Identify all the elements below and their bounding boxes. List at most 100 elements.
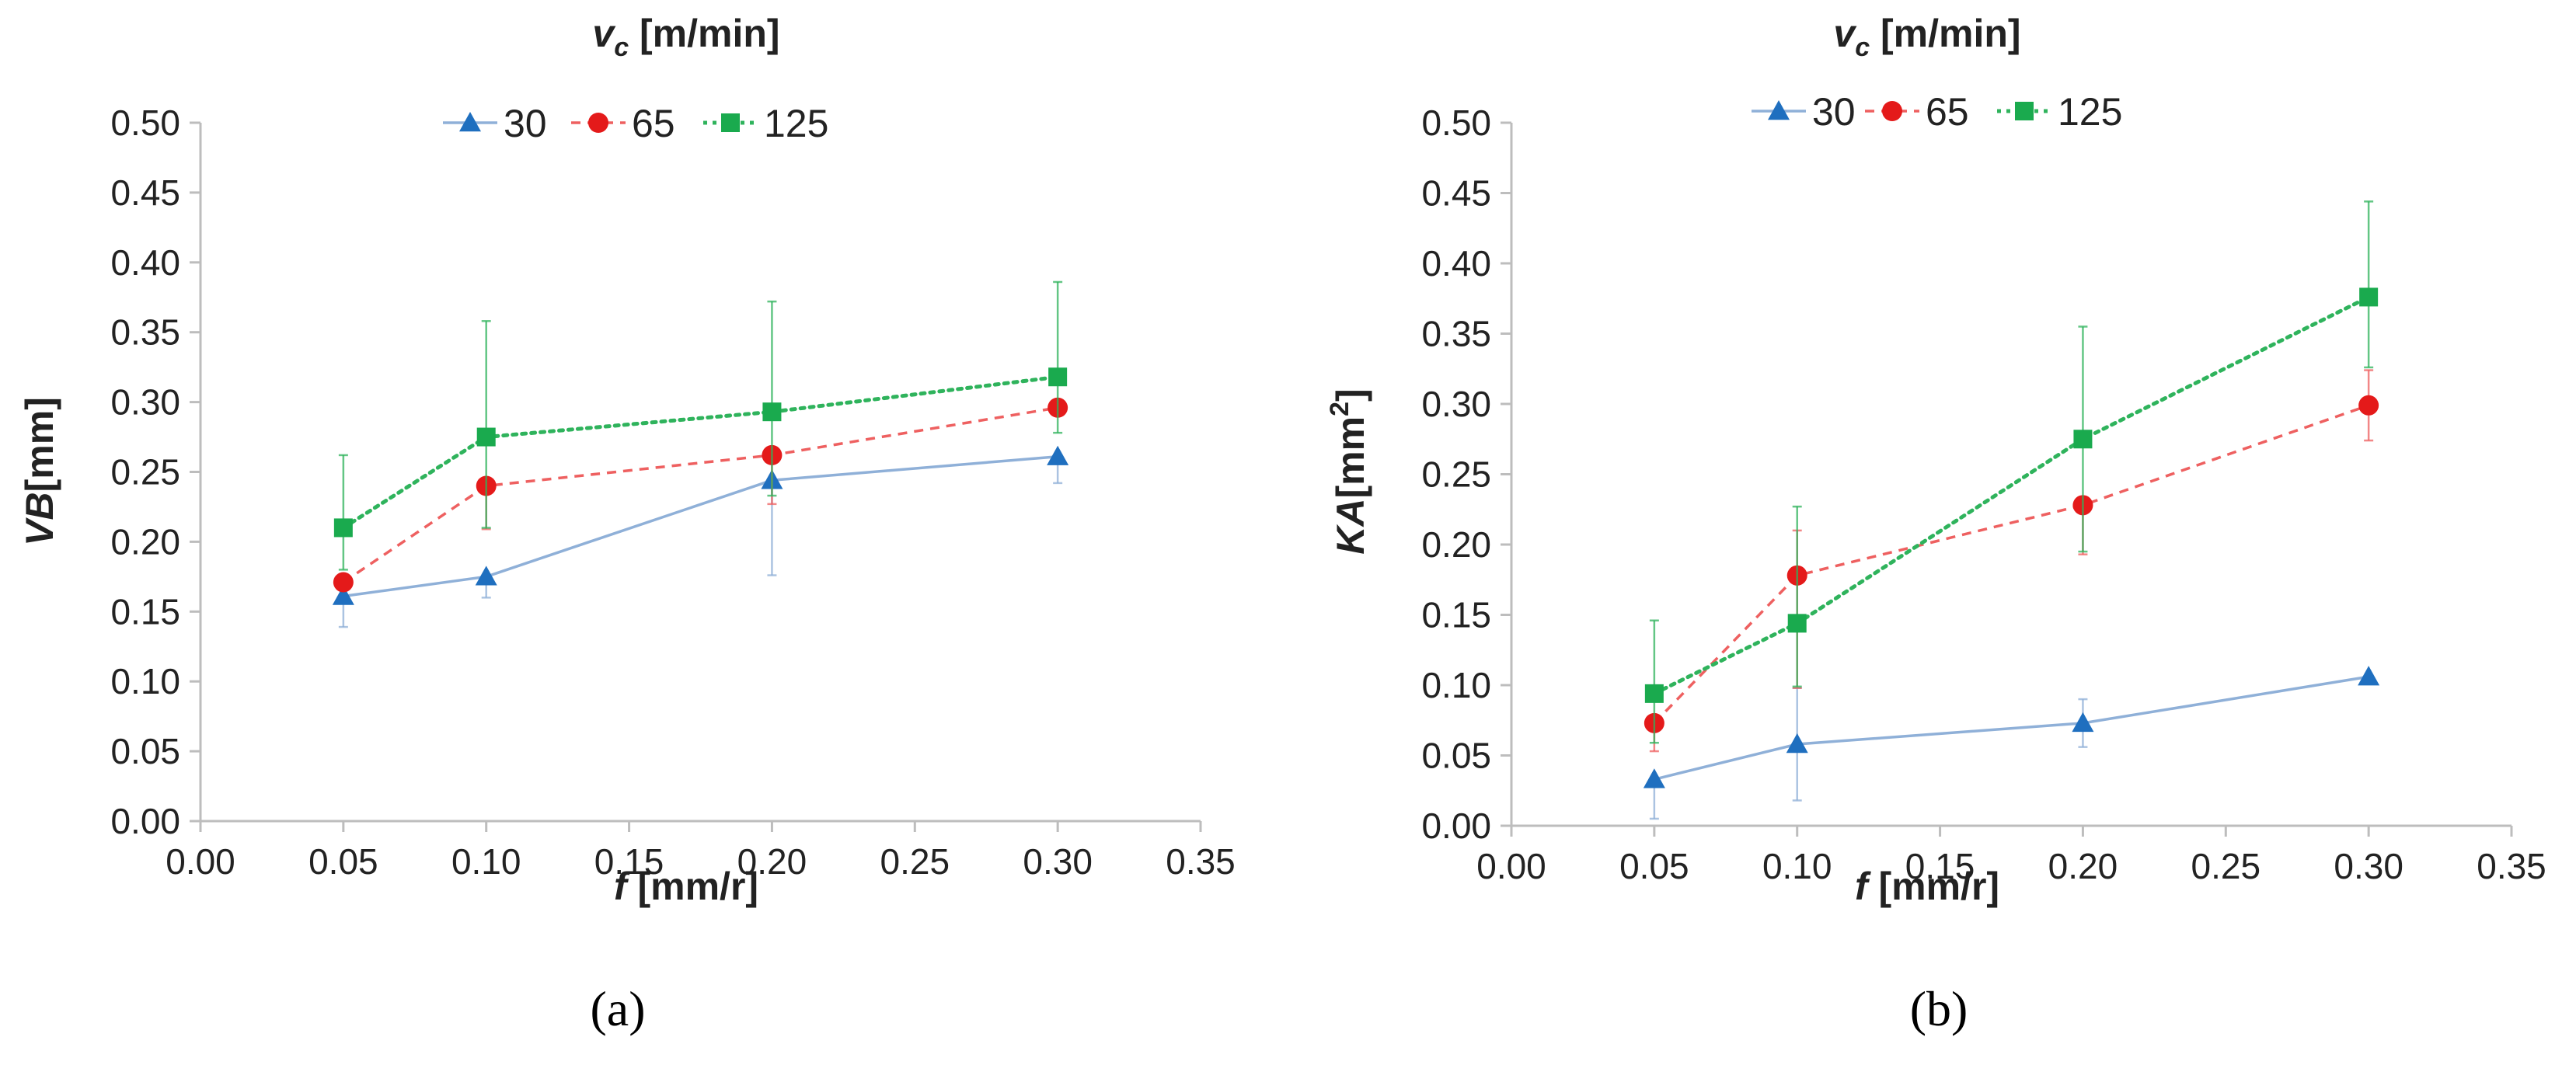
series-line-125 <box>1652 294 2371 696</box>
data-point <box>1787 614 1807 633</box>
data-point <box>2358 666 2380 686</box>
chart-panel-a: 0.00 0.05 0.10 0.15 0.20 0.25 0.30 0.35 0.40 0.45… <box>18 12 1236 908</box>
title-subscript: c <box>1855 33 1870 62</box>
y-label-unit: [mm] <box>18 397 61 492</box>
x-tick-label: 0.25 <box>880 841 950 882</box>
x-tick-label: 0.30 <box>1023 841 1093 882</box>
x-label-variable: f <box>614 865 630 908</box>
panel-label: (a) <box>590 981 645 1036</box>
x-tick-label: 0.05 <box>308 841 378 882</box>
y-tick-label: 0.15 <box>110 591 180 632</box>
x-tick-label: 0.05 <box>1619 846 1689 886</box>
y-tick-label: 0.15 <box>1421 595 1491 635</box>
x-label-unit: [mm/r] <box>1868 865 1999 908</box>
data-point <box>1644 684 1664 703</box>
panel-label: (b) <box>1910 981 1968 1036</box>
y-tick-label: 0.05 <box>1421 736 1491 776</box>
x-label-unit: [mm/r] <box>627 865 758 908</box>
x-tick-label: 0.35 <box>1166 841 1236 882</box>
data-point <box>1786 733 1808 754</box>
series-line-65 <box>342 406 1058 583</box>
y-tick-label: 0.05 <box>110 731 180 771</box>
y-tick-label: 0.45 <box>110 172 180 213</box>
y-label-variable: VB <box>18 492 61 545</box>
series-125 <box>333 280 1068 571</box>
y-tick-label: 0.45 <box>1421 173 1491 214</box>
data-point <box>2359 287 2379 307</box>
x-tick-label: 0.10 <box>1762 846 1832 886</box>
series-30 <box>332 445 1069 628</box>
legend-entry-125: 125 <box>703 102 828 145</box>
x-label-variable: f <box>1855 865 1871 908</box>
x-axis-label: f [mm/r] <box>614 865 758 908</box>
title-subscript: c <box>614 33 629 62</box>
legend-marker <box>2015 102 2034 120</box>
legend-label: 65 <box>1926 90 1969 134</box>
y-label-unit-close: ] <box>1329 388 1372 402</box>
legend-marker <box>1768 100 1790 120</box>
series-65 <box>333 397 1068 593</box>
legend-entry-30: 30 <box>1752 90 1856 134</box>
data-point <box>762 402 782 422</box>
title-unit: [m/min] <box>629 12 779 55</box>
title-variable: v <box>1833 12 1857 55</box>
data-point <box>2072 712 2094 733</box>
x-axis-label: f [mm/r] <box>1855 865 1999 908</box>
data-point <box>332 585 354 605</box>
y-tick-label: 0.50 <box>110 103 180 143</box>
y-tick-label: 0.00 <box>110 801 180 841</box>
data-point <box>2358 395 2379 416</box>
title-unit: [m/min] <box>1870 12 2020 55</box>
data-point <box>1047 445 1069 465</box>
y-label-unit: [mm <box>1329 416 1372 499</box>
x-tick-label: 0.15 <box>1905 846 1975 886</box>
series-line-65 <box>1653 404 2369 725</box>
legend-entry-65: 65 <box>1865 90 1969 134</box>
legend-label: 125 <box>2058 90 2122 134</box>
series-line-30 <box>1654 675 2369 781</box>
series-125 <box>1644 200 2379 744</box>
data-point <box>2073 430 2093 449</box>
chart-title: vc [m/min] <box>1833 12 2020 62</box>
data-point <box>333 572 354 593</box>
y-tick-label: 0.30 <box>110 382 180 423</box>
y-tick-label: 0.50 <box>1421 103 1491 143</box>
y-tick-label: 0.10 <box>1421 665 1491 705</box>
x-tick-label: 0.10 <box>451 841 521 882</box>
y-tick-label: 0.35 <box>1421 314 1491 354</box>
legend-entry-65: 65 <box>571 102 675 145</box>
y-tick-label: 0.20 <box>1421 524 1491 565</box>
legend-label: 30 <box>1812 90 1856 134</box>
y-axis-label: VB[mm] <box>18 397 61 546</box>
x-tick-label: 0.00 <box>1476 846 1546 886</box>
data-point <box>476 427 496 447</box>
y-tick-label: 0.25 <box>1421 454 1491 495</box>
title-variable: v <box>592 12 616 55</box>
series-line-30 <box>343 454 1058 598</box>
x-tick-label: 0.25 <box>2191 846 2261 886</box>
y-axis-label: KA[mm2] <box>1325 388 1372 554</box>
x-tick-label: 0.35 <box>2477 846 2546 886</box>
chart-title: vc [m/min] <box>592 12 779 62</box>
chart-panel-b: 0.00 0.05 0.10 0.15 0.20 0.25 0.30 0.35 0.40 0.45… <box>1325 12 2546 908</box>
legend-label: 125 <box>764 102 828 145</box>
data-point <box>333 518 353 538</box>
y-tick-label: 0.10 <box>110 661 180 701</box>
y-tick-label: 0.35 <box>110 312 180 353</box>
legend-marker <box>459 112 481 132</box>
series-30 <box>1643 666 2380 820</box>
data-point <box>1643 768 1665 788</box>
series-line-125 <box>341 374 1060 530</box>
x-tick-label: 0.00 <box>166 841 235 882</box>
y-tick-label: 0.25 <box>110 452 180 492</box>
data-point <box>1048 367 1068 387</box>
legend-label: 30 <box>504 102 547 145</box>
y-tick-label: 0.30 <box>1421 384 1491 424</box>
legend-marker <box>588 113 608 133</box>
legend-entry-30: 30 <box>443 102 547 145</box>
y-tick-label: 0.00 <box>1421 806 1491 846</box>
y-label-superscript: 2 <box>1325 402 1354 416</box>
legend-marker <box>1882 101 1902 121</box>
x-tick-label: 0.30 <box>2334 846 2403 886</box>
